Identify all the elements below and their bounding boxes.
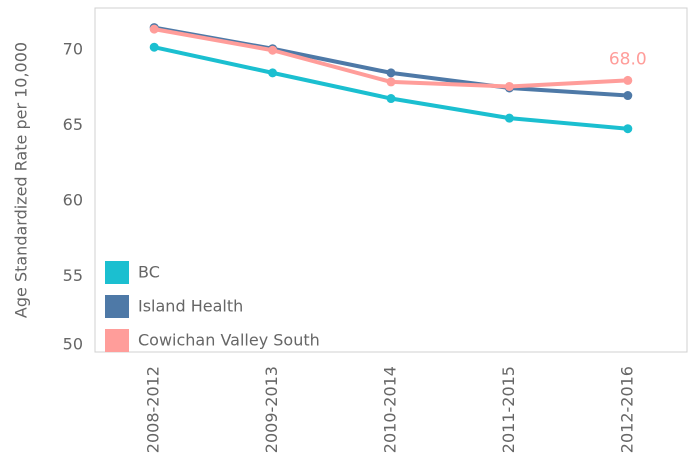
data-point (623, 91, 633, 101)
legend-swatch (105, 295, 129, 318)
data-point (149, 24, 159, 34)
y-tick-label: 65 (63, 115, 83, 134)
y-tick-label: 60 (63, 191, 83, 210)
y-axis-label: Age Standardized Rate per 10,000 (12, 42, 31, 318)
y-tick-label: 70 (63, 40, 83, 59)
legend-label: BC (138, 263, 160, 282)
data-point (623, 124, 633, 134)
data-point (386, 77, 396, 87)
legend-swatch (105, 261, 129, 284)
data-point (268, 68, 278, 78)
legend-label: Island Health (138, 297, 243, 316)
data-point (504, 81, 514, 91)
data-point (386, 68, 396, 78)
plot-frame (94, 7, 688, 353)
data-point (149, 42, 159, 52)
x-tick-label: 2010-2014 (381, 366, 400, 453)
data-point (268, 45, 278, 55)
x-tick-label: 2011-2015 (499, 366, 518, 453)
data-point (623, 75, 633, 85)
legend-label: Cowichan Valley South (138, 331, 320, 350)
x-tick-label: 2012-2016 (617, 366, 636, 453)
series-line (153, 45, 628, 131)
legend-swatch (105, 329, 129, 352)
x-tick-label: 2009-2013 (262, 366, 281, 453)
data-point (386, 94, 396, 104)
data-label: 68.0 (609, 49, 647, 69)
y-tick-label: 55 (63, 266, 83, 285)
x-tick-label: 2008-2012 (144, 366, 163, 453)
y-tick-label: 50 (63, 335, 83, 354)
data-point (504, 113, 514, 123)
